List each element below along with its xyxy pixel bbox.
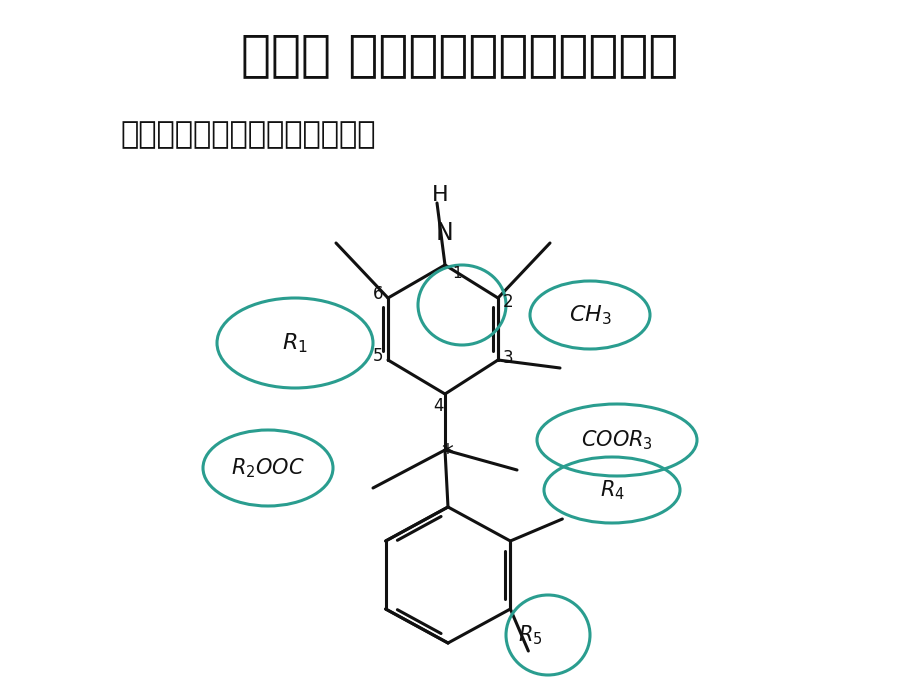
Text: H: H	[431, 185, 448, 205]
Text: 一、常见药物的结构与物理性质: 一、常见药物的结构与物理性质	[119, 121, 375, 150]
Text: *: *	[440, 442, 452, 466]
Text: 5: 5	[372, 347, 383, 365]
Text: $R_2OOC$: $R_2OOC$	[231, 456, 304, 480]
Text: $R_4$: $R_4$	[599, 478, 624, 502]
Text: 4: 4	[433, 397, 444, 415]
Text: $R_1$: $R_1$	[282, 331, 308, 355]
Text: $CH_3$: $CH_3$	[568, 303, 611, 327]
Text: 第一节 二氢吡啶类的结构与性质: 第一节 二氢吡啶类的结构与性质	[241, 31, 678, 79]
Text: $R_5$: $R_5$	[517, 623, 541, 647]
Text: $COOR_3$: $COOR_3$	[581, 428, 652, 452]
Text: 1: 1	[452, 266, 461, 281]
Text: N: N	[436, 221, 453, 245]
Text: 3: 3	[502, 349, 513, 367]
Text: 6: 6	[372, 285, 383, 303]
Text: 2: 2	[502, 293, 513, 311]
